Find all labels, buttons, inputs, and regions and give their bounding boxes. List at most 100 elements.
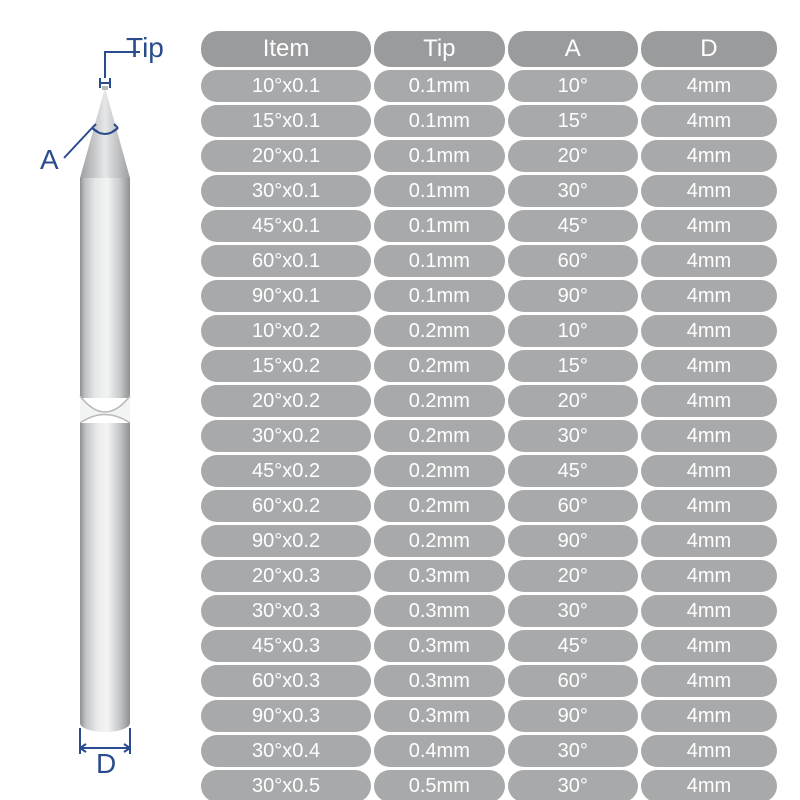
table-cell: 45°x0.1 [201,210,371,242]
table-cell: 4mm [641,385,777,417]
table-cell: 60° [508,245,638,277]
table-row: 15°x0.20.2mm15°4mm [201,350,777,382]
table-cell: 4mm [641,175,777,207]
table-cell: 4mm [641,525,777,557]
table-cell: 30°x0.2 [201,420,371,452]
bit-shank [80,423,130,732]
table-cell: 0.2mm [374,490,504,522]
table-cell: 60°x0.3 [201,665,371,697]
col-header-tip: Tip [374,31,504,67]
table-cell: 4mm [641,630,777,662]
table-cell: 15°x0.2 [201,350,371,382]
table-cell: 45°x0.2 [201,455,371,487]
table-cell: 0.2mm [374,420,504,452]
table-cell: 60°x0.2 [201,490,371,522]
table-cell: 0.1mm [374,70,504,102]
table-row: 20°x0.30.3mm20°4mm [201,560,777,592]
table-cell: 45°x0.3 [201,630,371,662]
table-cell: 4mm [641,420,777,452]
table-cell: 0.2mm [374,315,504,347]
table-row: 60°x0.30.3mm60°4mm [201,665,777,697]
table-cell: 20° [508,560,638,592]
label-tip: Tip [126,34,164,62]
table-cell: 4mm [641,595,777,627]
table-cell: 0.4mm [374,735,504,767]
table-cell: 10°x0.2 [201,315,371,347]
table-cell: 4mm [641,350,777,382]
table-cell: 0.1mm [374,210,504,242]
table-row: 15°x0.10.1mm15°4mm [201,105,777,137]
table-cell: 90° [508,525,638,557]
table-cell: 30° [508,420,638,452]
table-cell: 90° [508,700,638,732]
table-cell: 0.1mm [374,105,504,137]
table-cell: 4mm [641,210,777,242]
table-row: 30°x0.30.3mm30°4mm [201,595,777,627]
table-cell: 0.1mm [374,175,504,207]
table-row: 90°x0.10.1mm90°4mm [201,280,777,312]
table-cell: 90°x0.3 [201,700,371,732]
table-cell: 4mm [641,315,777,347]
table-cell: 4mm [641,560,777,592]
table-cell: 30° [508,735,638,767]
spec-table: Item Tip A D 10°x0.10.1mm10°4mm15°x0.10.… [198,28,780,800]
table-cell: 0.3mm [374,595,504,627]
table-cell: 0.2mm [374,525,504,557]
table-cell: 30° [508,595,638,627]
table-cell: 30° [508,175,638,207]
table-cell: 0.2mm [374,455,504,487]
spec-table-container: Item Tip A D 10°x0.10.1mm10°4mm15°x0.10.… [198,28,780,772]
table-row: 10°x0.20.2mm10°4mm [201,315,777,347]
table-cell: 20° [508,140,638,172]
table-row: 45°x0.20.2mm45°4mm [201,455,777,487]
table-cell: 20°x0.1 [201,140,371,172]
table-row: 20°x0.20.2mm20°4mm [201,385,777,417]
table-cell: 30°x0.3 [201,595,371,627]
table-row: 10°x0.10.1mm10°4mm [201,70,777,102]
table-cell: 0.5mm [374,770,504,800]
table-header-row: Item Tip A D [201,31,777,67]
table-cell: 0.1mm [374,245,504,277]
table-cell: 4mm [641,455,777,487]
table-cell: 0.3mm [374,560,504,592]
table-cell: 30° [508,770,638,800]
bit-diagram: Tip A D [20,28,190,772]
label-angle: A [40,146,59,174]
table-cell: 0.2mm [374,385,504,417]
table-cell: 4mm [641,280,777,312]
table-cell: 0.3mm [374,630,504,662]
table-cell: 30°x0.5 [201,770,371,800]
table-cell: 30°x0.4 [201,735,371,767]
table-cell: 45° [508,210,638,242]
table-cell: 45° [508,630,638,662]
col-header-item: Item [201,31,371,67]
table-cell: 90°x0.2 [201,525,371,557]
table-cell: 0.2mm [374,350,504,382]
table-cell: 20°x0.3 [201,560,371,592]
table-cell: 60°x0.1 [201,245,371,277]
table-cell: 4mm [641,770,777,800]
table-cell: 4mm [641,140,777,172]
spec-table-head: Item Tip A D [201,31,777,67]
table-cell: 4mm [641,70,777,102]
table-row: 90°x0.30.3mm90°4mm [201,700,777,732]
table-cell: 4mm [641,105,777,137]
table-cell: 4mm [641,245,777,277]
table-cell: 20°x0.2 [201,385,371,417]
table-cell: 0.1mm [374,140,504,172]
table-row: 45°x0.30.3mm45°4mm [201,630,777,662]
table-cell: 10° [508,315,638,347]
spec-table-body: 10°x0.10.1mm10°4mm15°x0.10.1mm15°4mm20°x… [201,70,777,800]
table-row: 30°x0.20.2mm30°4mm [201,420,777,452]
table-cell: 15°x0.1 [201,105,371,137]
table-cell: 45° [508,455,638,487]
table-cell: 15° [508,350,638,382]
table-cell: 90°x0.1 [201,280,371,312]
table-cell: 4mm [641,735,777,767]
table-cell: 10°x0.1 [201,70,371,102]
table-cell: 90° [508,280,638,312]
bit-flute [80,178,130,423]
table-row: 60°x0.20.2mm60°4mm [201,490,777,522]
table-cell: 0.3mm [374,665,504,697]
table-cell: 20° [508,385,638,417]
